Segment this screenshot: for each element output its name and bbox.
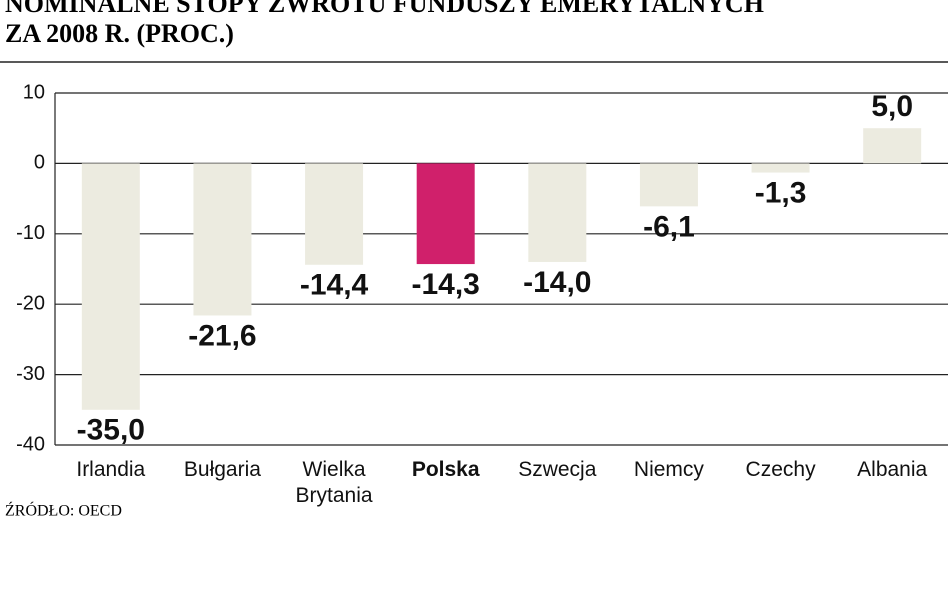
x-tick-label: Irlandia: [76, 458, 146, 481]
y-tick-label: -40: [16, 433, 45, 455]
x-tick-label: Polska: [411, 458, 480, 481]
y-tick-label: -30: [16, 363, 45, 385]
y-tick-label: -10: [16, 222, 45, 244]
bar: [305, 163, 364, 265]
x-tick-label: Wielka Brytania: [295, 458, 373, 507]
bar: [863, 128, 922, 164]
bar: [81, 163, 140, 410]
value-label: -14,3: [411, 268, 479, 301]
bar: [416, 163, 475, 265]
x-tick-label: Czechy: [745, 458, 816, 481]
value-label: -1,3: [755, 176, 807, 209]
chart-title: ZA 2008 R. (PROC.): [5, 19, 234, 48]
value-label: -35,0: [77, 414, 145, 447]
value-label: -6,1: [643, 210, 695, 243]
value-label: -21,6: [188, 319, 256, 352]
y-tick-label: 0: [34, 152, 45, 174]
source: ŹRÓDŁO: OECD: [5, 501, 122, 520]
bar: [751, 163, 810, 173]
value-label: 5,0: [871, 90, 913, 123]
x-tick-label: Albania: [857, 458, 928, 481]
x-tick-label: Niemcy: [633, 458, 704, 481]
bar: [528, 163, 587, 262]
x-tick-label: Bułgaria: [183, 458, 261, 481]
value-label: -14,4: [300, 269, 369, 302]
y-tick-label: 10: [23, 81, 45, 103]
bar: [639, 163, 698, 207]
value-label: -14,0: [523, 266, 591, 299]
y-tick-label: -20: [16, 292, 45, 314]
x-tick-label: Szwecja: [518, 458, 597, 481]
chart-title: NOMINALNE STOPY ZWROTU FUNDUSZY EMERYTAL…: [5, 0, 764, 18]
bar: [193, 163, 252, 316]
